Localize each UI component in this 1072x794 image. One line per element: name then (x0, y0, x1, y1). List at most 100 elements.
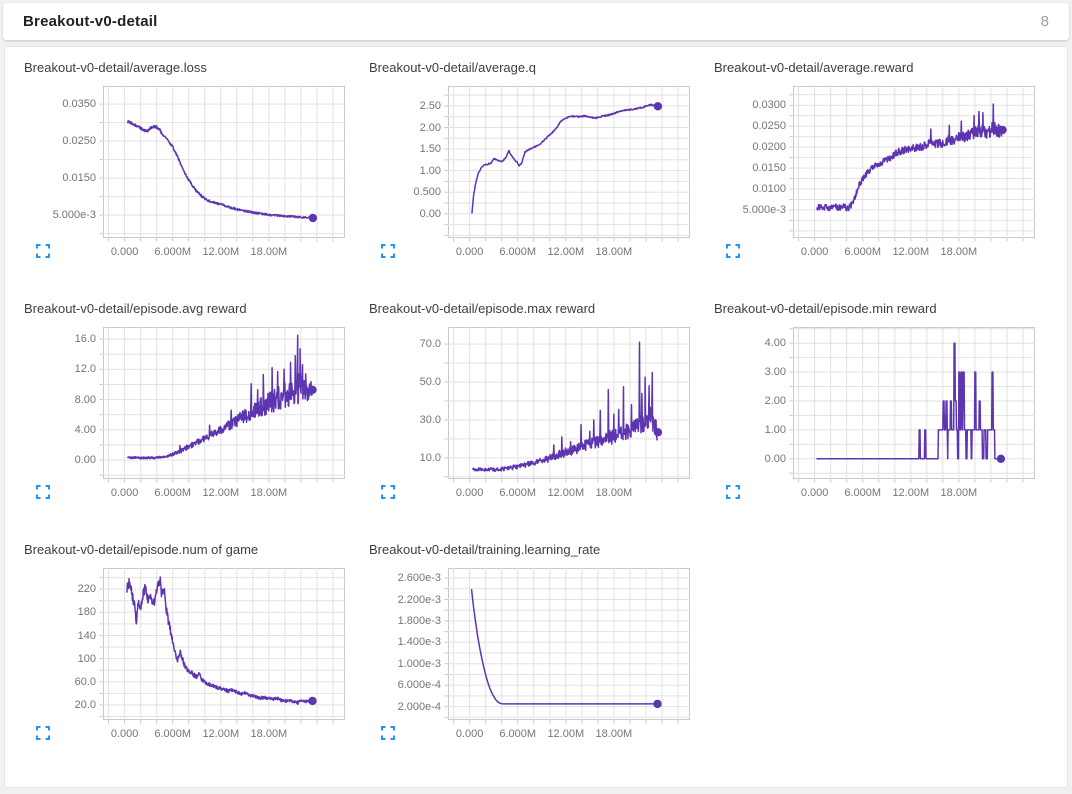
chart-plot[interactable] (789, 86, 1035, 242)
x-tick-label: 12.00M (892, 246, 930, 258)
x-tick-label: 12.00M (547, 246, 585, 258)
chart-canvas[interactable] (99, 568, 345, 724)
chart-canvas[interactable] (789, 86, 1035, 242)
y-tick-label: 0.00 (74, 454, 96, 467)
chart-card: Breakout-v0-detail/average.loss 0.0350 0.… (24, 59, 369, 263)
plot-area (103, 568, 345, 720)
y-tick-label: 1.00 (764, 423, 786, 436)
fullscreen-icon (726, 485, 740, 499)
last-point-dot (998, 125, 1007, 135)
chart-canvas[interactable] (444, 86, 690, 242)
panel-header[interactable]: Breakout-v0-detail 8 (3, 3, 1069, 40)
x-tick-label: 0.000 (455, 246, 484, 258)
expand-chart-button[interactable] (726, 485, 740, 499)
x-tick-label: 18.00M (595, 728, 633, 740)
y-tick-label: 6.000e-4 (397, 679, 441, 692)
fullscreen-icon (36, 485, 50, 499)
x-tick-label: 6.000M (499, 487, 537, 499)
y-tick-label: 0.0150 (62, 172, 96, 185)
y-tick-label: 60.0 (74, 675, 96, 688)
last-point-dot (308, 696, 317, 706)
y-tick-label: 10.0 (419, 451, 441, 464)
chart-canvas[interactable] (444, 568, 690, 724)
y-tick-label: 0.0200 (752, 141, 786, 154)
expand-chart-button[interactable] (36, 485, 50, 499)
series-line (126, 576, 313, 706)
expand-chart-button[interactable] (381, 485, 395, 499)
chart-plot[interactable] (444, 327, 690, 483)
grid (103, 568, 345, 720)
chart-title: Breakout-v0-detail/average.q (369, 60, 536, 75)
last-point-dot (308, 213, 318, 223)
axis-ticks (99, 338, 334, 483)
axis-ticks (444, 343, 679, 483)
chart-canvas[interactable] (99, 327, 345, 483)
expand-chart-button[interactable] (726, 244, 740, 258)
series-line (816, 103, 1003, 212)
x-tick-label: 12.00M (892, 487, 930, 499)
x-tick-label: 12.00M (202, 246, 240, 258)
fullscreen-icon (381, 244, 395, 258)
y-tick-label: 1.800e-3 (397, 614, 441, 627)
chart-card: Breakout-v0-detail/episode.min reward 4.… (714, 300, 1059, 504)
y-axis-labels: 70.0 50.0 30.0 10.0 (369, 327, 448, 479)
axis-ticks (789, 94, 1024, 242)
panel-title: Breakout-v0-detail (23, 13, 158, 30)
y-tick-label: 2.50 (419, 99, 441, 112)
chart-plot[interactable] (99, 327, 345, 483)
y-tick-label: 0.00 (764, 452, 786, 465)
axis-ticks (789, 328, 1024, 483)
y-tick-label: 2.00 (419, 121, 441, 134)
series-line (471, 103, 658, 214)
axis-ticks (444, 94, 679, 242)
y-tick-label: 4.00 (764, 337, 786, 350)
grid (103, 327, 345, 479)
y-tick-label: 0.500 (413, 186, 441, 199)
chart-canvas[interactable] (99, 86, 345, 242)
x-tick-label: 6.000M (154, 246, 192, 258)
x-tick-label: 0.000 (110, 246, 139, 258)
y-tick-label: 0.0350 (62, 98, 96, 111)
y-tick-label: 5.000e-3 (742, 203, 786, 216)
fullscreen-icon (36, 726, 50, 740)
chart-plot[interactable] (444, 568, 690, 724)
chart-plot[interactable] (789, 327, 1035, 483)
x-tick-label: 18.00M (595, 246, 633, 258)
y-tick-label: 1.00 (419, 164, 441, 177)
x-tick-label: 6.000M (499, 246, 537, 258)
chart-title: Breakout-v0-detail/episode.avg reward (24, 301, 247, 316)
chart-card: Breakout-v0-detail/average.reward 0.0300… (714, 59, 1059, 263)
grid (448, 327, 690, 479)
plot-area (103, 327, 345, 479)
chart-plot[interactable] (444, 86, 690, 242)
y-tick-label: 180 (77, 606, 96, 619)
series-line (816, 342, 1002, 460)
series-line (127, 334, 313, 460)
x-tick-label: 6.000M (154, 487, 192, 499)
chart-title: Breakout-v0-detail/average.loss (24, 60, 207, 75)
chart-plot[interactable] (99, 568, 345, 724)
charts-panel: Breakout-v0-detail/average.loss 0.0350 0.… (4, 46, 1068, 788)
expand-chart-button[interactable] (36, 244, 50, 258)
y-tick-label: 100 (77, 652, 96, 665)
y-tick-label: 3.00 (764, 366, 786, 379)
chart-canvas[interactable] (789, 327, 1035, 483)
last-point-dot (653, 102, 663, 111)
x-tick-label: 12.00M (547, 728, 585, 740)
y-tick-label: 4.00 (74, 423, 96, 436)
grid (793, 327, 1035, 479)
x-tick-label: 0.000 (455, 487, 484, 499)
chart-plot[interactable] (99, 86, 345, 242)
expand-chart-button[interactable] (381, 726, 395, 740)
x-tick-label: 18.00M (595, 487, 633, 499)
chart-canvas[interactable] (444, 327, 690, 483)
fullscreen-icon (726, 244, 740, 258)
x-tick-label: 0.000 (455, 728, 484, 740)
y-tick-label: 2.00 (764, 395, 786, 407)
last-point-dot (653, 428, 663, 437)
expand-chart-button[interactable] (381, 244, 395, 258)
y-axis-labels: 2.600e-3 2.200e-3 1.800e-3 1.400e-3 1.000e-3… (369, 568, 448, 720)
x-tick-label: 0.000 (110, 487, 139, 499)
plot-area (448, 86, 690, 238)
expand-chart-button[interactable] (36, 726, 50, 740)
